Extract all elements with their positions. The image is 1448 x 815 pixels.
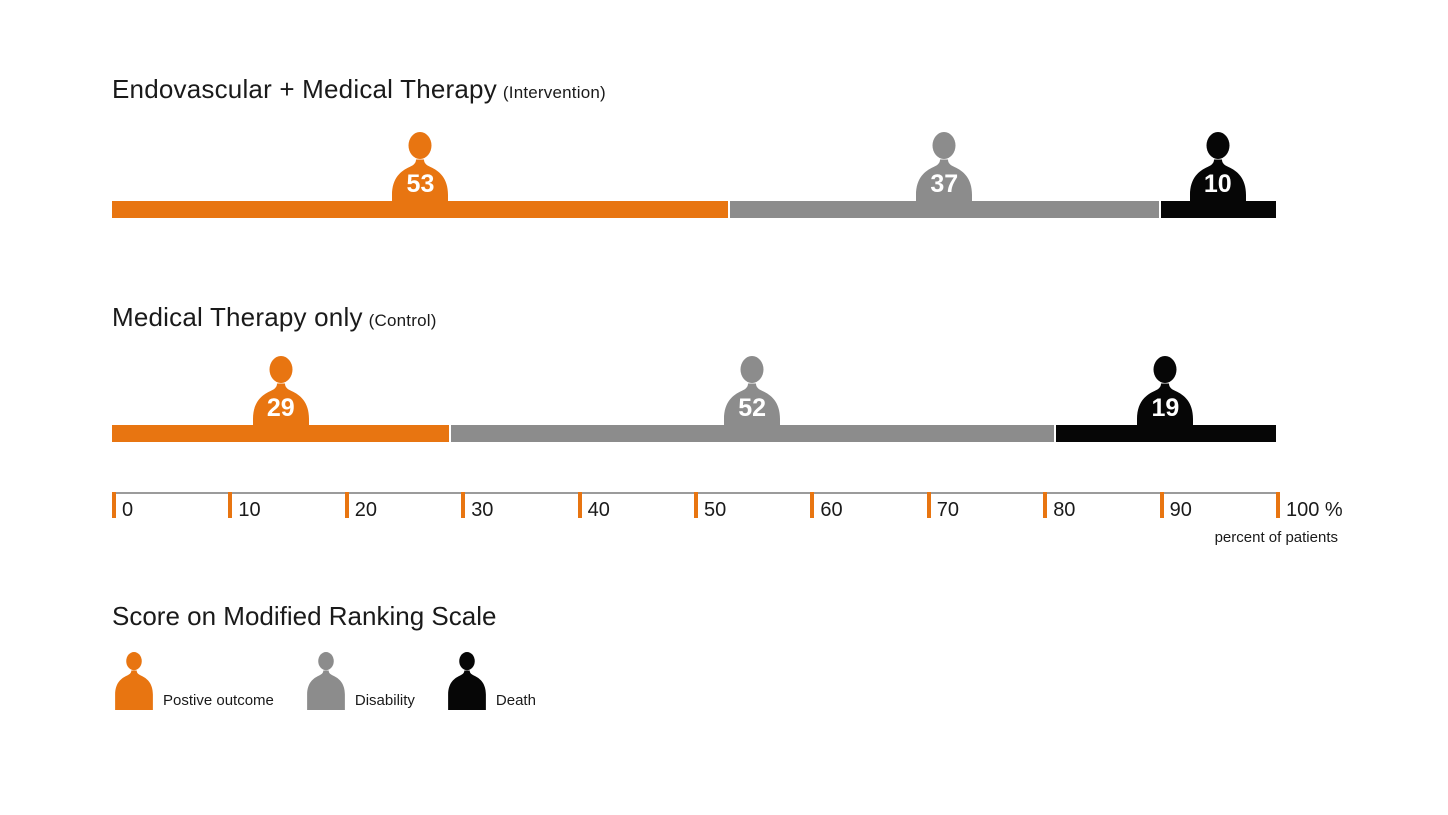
bar-intervention: 53 37 10 — [112, 201, 1276, 218]
group-subtitle-text: (Control) — [368, 311, 437, 330]
legend-item-disability: Disability — [304, 652, 415, 710]
group-title-text: Medical Therapy only — [112, 302, 363, 332]
axis-tick: 60 — [810, 492, 843, 521]
legend-item-positive-outcome: Postive outcome — [112, 652, 274, 710]
person-icon-positive: 29 — [250, 356, 312, 442]
legend: Postive outcome Disability Death — [112, 652, 566, 710]
axis-tick: 100 % — [1276, 492, 1343, 521]
tick-label: 0 — [122, 499, 134, 521]
person-bust-icon — [445, 652, 489, 710]
person-icon-disability: 52 — [721, 356, 783, 442]
group-title-control: Medical Therapy only (Control) — [112, 302, 437, 333]
tick-label: 50 — [704, 499, 727, 521]
tick-label: 70 — [936, 499, 960, 521]
axis-tick: 40 — [577, 492, 610, 521]
axis-tick: 20 — [344, 492, 377, 521]
tick-label: 90 — [1169, 499, 1192, 521]
tick-label: 10 — [238, 499, 261, 521]
segment-value: 52 — [738, 394, 767, 422]
axis-tick: 80 — [1043, 492, 1075, 521]
tick-label: 40 — [587, 499, 610, 521]
legend-item-death: Death — [445, 652, 536, 710]
x-axis: 0 10 20 30 40 50 60 70 80 90 100 % — [112, 492, 1343, 521]
tick-label: 80 — [1053, 499, 1076, 521]
axis-tick: 90 — [1159, 492, 1192, 521]
group-subtitle-text: (Intervention) — [502, 83, 606, 102]
group-title-intervention: Endovascular + Medical Therapy (Intervent… — [112, 74, 606, 105]
tick-label: 20 — [354, 499, 378, 521]
legend-label: Disability — [354, 692, 415, 709]
person-icon-disability: 37 — [913, 132, 975, 218]
axis-caption: percent of patients — [1214, 529, 1338, 546]
group-title-text: Endovascular + Medical Therapy — [112, 74, 497, 104]
tick-label: 60 — [820, 499, 843, 521]
axis-tick: 10 — [228, 492, 261, 521]
tick-label: 100 % — [1286, 499, 1343, 521]
axis-tick: 0 — [112, 492, 133, 521]
axis-tick: 70 — [926, 492, 959, 521]
segment-value: 19 — [1151, 394, 1180, 422]
legend-title: Score on Modified Ranking Scale — [112, 601, 497, 631]
segment-value: 37 — [930, 170, 959, 198]
legend-label: Death — [495, 692, 536, 709]
segment-value: 53 — [406, 170, 435, 198]
person-icon-positive: 53 — [389, 132, 451, 218]
person-icon-death: 10 — [1187, 132, 1249, 218]
axis-tick: 30 — [461, 492, 493, 521]
person-bust-icon — [112, 652, 156, 710]
tick-label: 30 — [471, 499, 494, 521]
person-bust-icon — [304, 652, 348, 710]
legend-label: Postive outcome — [163, 692, 274, 709]
person-icon-death: 19 — [1134, 356, 1196, 442]
segment-value: 10 — [1203, 170, 1232, 198]
bar-control: 29 52 19 — [112, 425, 1276, 442]
axis-tick: 50 — [694, 492, 726, 521]
segment-value: 29 — [266, 394, 295, 422]
